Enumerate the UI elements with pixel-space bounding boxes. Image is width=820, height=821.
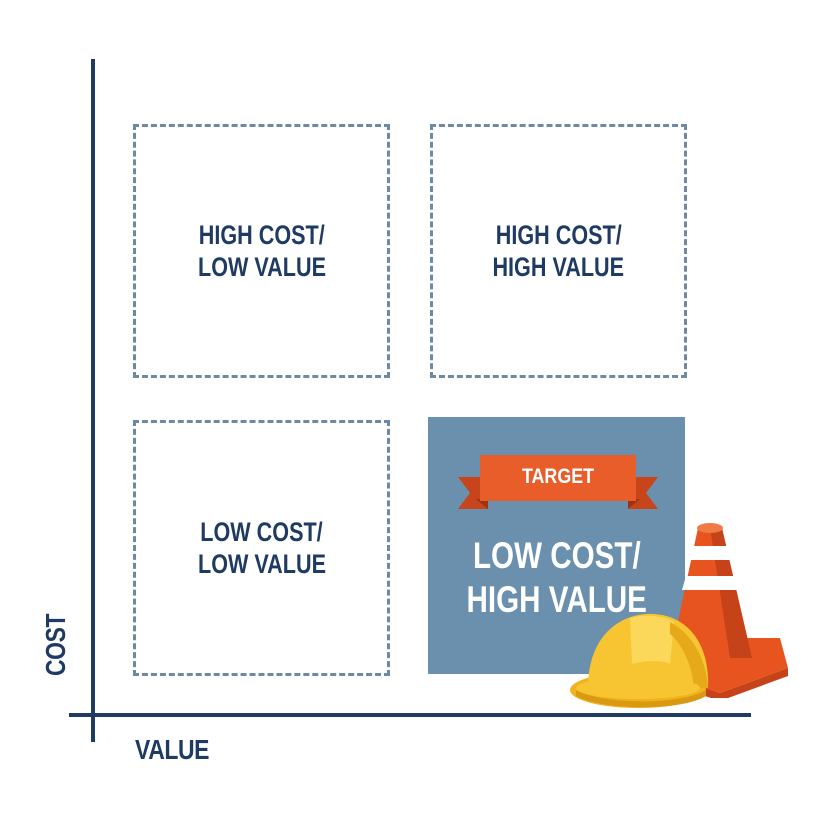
traffic-cone-icon bbox=[660, 523, 788, 698]
quadrant-label-line2: HIGH VALUE bbox=[492, 252, 625, 282]
target-quadrant-label-line1: LOW COST/ bbox=[472, 534, 641, 576]
quadrant-high-cost-high-value: HIGH COST/ HIGH VALUE bbox=[430, 124, 687, 378]
y-axis bbox=[91, 59, 95, 742]
quadrant-label-line2: LOW VALUE bbox=[197, 549, 326, 579]
hard-hat-icon bbox=[570, 613, 709, 708]
x-axis bbox=[69, 713, 751, 717]
quadrant-label-line2: LOW VALUE bbox=[197, 252, 326, 282]
ribbon-banner-icon bbox=[458, 455, 658, 509]
quadrant-high-cost-low-value: HIGH COST/ LOW VALUE bbox=[133, 124, 390, 378]
quadrant-label-line1: HIGH COST/ bbox=[198, 220, 325, 250]
target-badge: TARGET bbox=[521, 465, 595, 488]
target-quadrant-label-line2: HIGH VALUE bbox=[466, 578, 647, 620]
y-axis-label: COST bbox=[40, 613, 71, 676]
quadrant-low-cost-low-value: LOW COST/ LOW VALUE bbox=[133, 420, 390, 676]
x-axis-label: VALUE bbox=[135, 734, 210, 765]
quadrant-label-line1: LOW COST/ bbox=[200, 517, 323, 547]
quadrant-label-line1: HIGH COST/ bbox=[495, 220, 622, 250]
